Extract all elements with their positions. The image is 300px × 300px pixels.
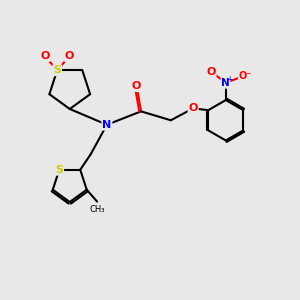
Text: S: S	[53, 65, 61, 75]
Text: N: N	[221, 78, 230, 88]
Text: O: O	[65, 51, 74, 61]
Text: N: N	[102, 120, 112, 130]
Text: O: O	[188, 103, 198, 113]
Text: S: S	[55, 165, 63, 175]
Text: O: O	[40, 51, 50, 61]
Text: +: +	[226, 75, 232, 84]
Text: O⁻: O⁻	[239, 71, 252, 81]
Text: O: O	[132, 81, 141, 91]
Text: CH₃: CH₃	[89, 205, 105, 214]
Text: O: O	[206, 67, 216, 76]
